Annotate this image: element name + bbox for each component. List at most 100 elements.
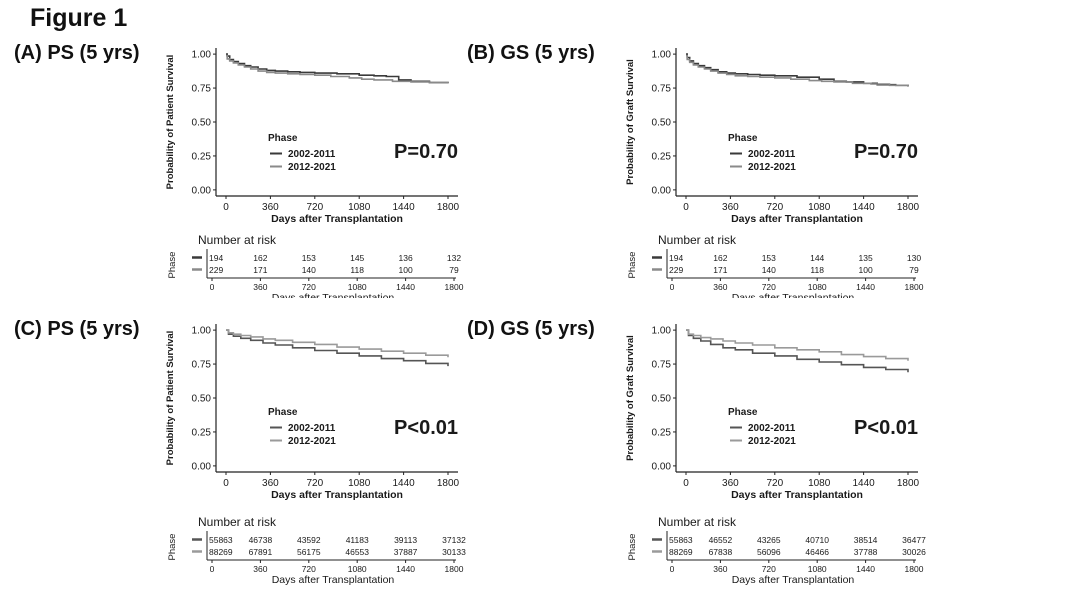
- y-tick-label: 0.00: [192, 185, 212, 196]
- risk-cell: 88269: [669, 547, 693, 557]
- risk-table-title: Number at risk: [198, 515, 277, 529]
- risk-cell: 43265: [757, 535, 781, 545]
- risk-cell: 171: [713, 265, 727, 275]
- legend-label: 2002-2011: [748, 423, 796, 434]
- x-tick-label: 720: [306, 478, 323, 489]
- risk-cell: 40710: [805, 535, 829, 545]
- legend-label: 2002-2011: [288, 423, 336, 434]
- risk-cell: 56096: [757, 547, 781, 557]
- risk-cell: 130: [907, 253, 921, 263]
- km-chart-c: 0.00 0.25 0.50 0.75 1.00 0 360 720 1080 1440 1800 D…: [165, 324, 466, 586]
- risk-tick-label: 1080: [808, 282, 827, 292]
- risk-tick-label: 1800: [905, 282, 924, 292]
- risk-tick-label: 720: [302, 564, 316, 574]
- risk-tick-label: 1440: [396, 564, 415, 574]
- y-tick-label: 0.25: [652, 151, 672, 162]
- risk-cell: 46552: [709, 535, 733, 545]
- survival-curve-1: [226, 53, 449, 84]
- survival-curve-2: [226, 54, 449, 84]
- risk-cell: 39113: [394, 535, 417, 545]
- panel-label-d: (D) GS (5 yrs): [467, 318, 595, 340]
- km-chart-b: 0.000.250.500.751.000 360 720 1080 1440 1800D…: [625, 48, 924, 298]
- x-tick-label: 360: [722, 478, 739, 489]
- risk-cell: 162: [253, 253, 267, 263]
- risk-cell: 46466: [805, 547, 829, 557]
- risk-cell: 30133: [442, 547, 466, 557]
- km-chart-a: 0.00 0.25 0.50 0.75 1.00 0 360 720 1080 1440 1800 D…: [165, 48, 464, 298]
- x-axis-title: Days after Transplantation: [731, 489, 863, 501]
- risk-cell: 229: [669, 265, 683, 275]
- risk-cell: 46553: [345, 547, 369, 557]
- x-tick-label: 0: [223, 478, 229, 489]
- risk-table-xlabel: Days after Transplantation: [272, 574, 395, 586]
- survival-curve-2: [686, 329, 909, 361]
- y-tick-label: 1.00: [652, 326, 672, 337]
- y-axis-title: Probability of Graft Survival: [625, 335, 636, 461]
- risk-cell: 229: [209, 265, 223, 275]
- x-tick-label: 720: [306, 202, 323, 213]
- y-tick-label: 0.50: [192, 394, 212, 405]
- risk-tick-label: 1080: [808, 564, 827, 574]
- y-tick-label: 0.50: [192, 118, 212, 129]
- x-tick-label: 1440: [852, 478, 875, 489]
- risk-tick-label: 1440: [856, 564, 875, 574]
- p-value-label: P<0.01: [854, 417, 918, 439]
- risk-tick-label: 0: [210, 564, 215, 574]
- y-tick-label: 0.25: [652, 427, 672, 438]
- risk-tick-label: 1080: [348, 564, 367, 574]
- risk-tick-label: 360: [713, 282, 727, 292]
- risk-tick-label: 0: [670, 564, 675, 574]
- risk-tick-label: 360: [713, 564, 727, 574]
- risk-cell: 67891: [249, 547, 273, 557]
- risk-cell: 194: [669, 253, 683, 263]
- x-tick-label: 360: [262, 478, 279, 489]
- x-tick-label: 360: [262, 202, 279, 213]
- x-axis-title: Days after Transplantation: [271, 489, 403, 501]
- panel-label-a: (A) PS (5 yrs): [14, 42, 140, 64]
- y-axis-title: Probability of Graft Survival: [625, 59, 636, 185]
- risk-table-title: Number at risk: [658, 233, 737, 247]
- y-tick-label: 1.00: [652, 50, 672, 61]
- risk-tick-label: 1800: [905, 564, 924, 574]
- x-tick-label: 1440: [392, 202, 415, 213]
- x-tick-label: 1800: [437, 202, 460, 213]
- risk-cell: 118: [810, 265, 824, 275]
- risk-cell: 43592: [297, 535, 321, 545]
- p-value-label: P=0.70: [394, 141, 458, 163]
- risk-cell: 55863: [209, 535, 233, 545]
- survival-curve-1: [686, 329, 909, 373]
- survival-curve-2: [226, 329, 449, 358]
- x-tick-label: 720: [766, 202, 783, 213]
- y-tick-label: 0.75: [192, 360, 212, 371]
- risk-tick-label: 0: [670, 282, 675, 292]
- risk-cell: 118: [350, 265, 364, 275]
- risk-cell: 41183: [346, 535, 369, 545]
- figure-title: Figure 1: [30, 4, 128, 32]
- risk-cell: 37887: [394, 547, 418, 557]
- risk-cell: 140: [762, 265, 776, 275]
- risk-tick-label: 720: [762, 282, 776, 292]
- y-tick-label: 0.25: [192, 151, 212, 162]
- panel-label-c: (C) PS (5 yrs): [14, 318, 140, 340]
- x-tick-label: 1080: [348, 478, 371, 489]
- legend-title: Phase: [728, 133, 758, 144]
- survival-curve-1: [226, 329, 449, 367]
- y-tick-label: 0.75: [652, 360, 672, 371]
- legend-label: 2012-2021: [288, 162, 336, 173]
- x-tick-label: 1440: [852, 202, 875, 213]
- risk-cell: 36477: [902, 535, 926, 545]
- x-tick-label: 0: [683, 478, 689, 489]
- risk-table-ylabel: Phase: [167, 534, 178, 561]
- x-tick-label: 1440: [392, 478, 415, 489]
- risk-tick-label: 360: [253, 282, 267, 292]
- risk-cell: 145: [350, 253, 364, 263]
- x-tick-label: 1080: [808, 202, 831, 213]
- risk-cell: 37788: [854, 547, 878, 557]
- risk-cell: 37132: [442, 535, 466, 545]
- risk-cell: 100: [399, 265, 413, 275]
- y-tick-label: 0.50: [652, 118, 672, 129]
- legend-title: Phase: [268, 407, 298, 418]
- x-tick-label: 0: [683, 202, 689, 213]
- risk-table-title: Number at risk: [198, 233, 277, 247]
- y-tick-label: 0.50: [652, 394, 672, 405]
